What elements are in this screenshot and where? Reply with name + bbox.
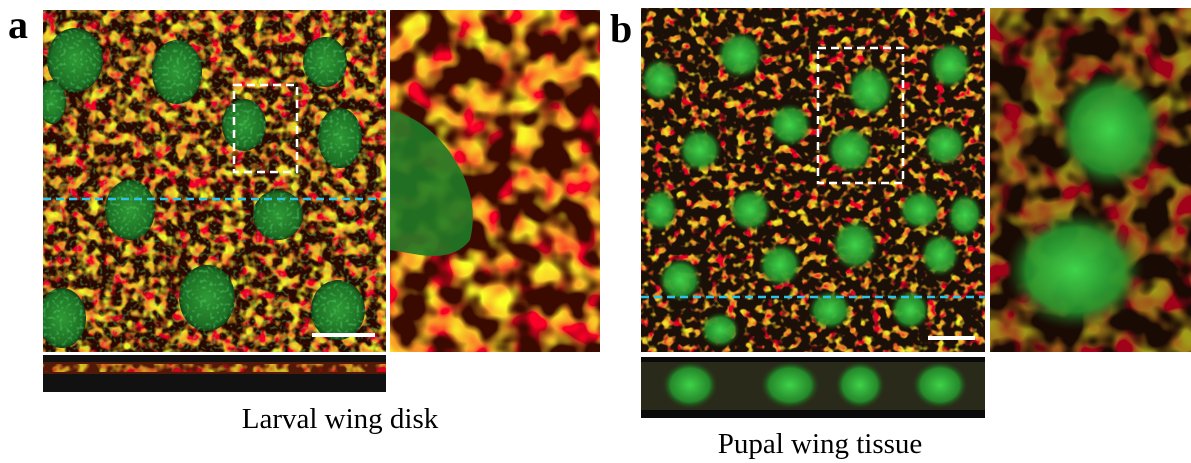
- zoom-image: [390, 10, 600, 352]
- side-view: [641, 357, 985, 418]
- zoom-image: [990, 8, 1191, 352]
- caption: Larval wing disk: [242, 403, 439, 435]
- panel-label: b: [610, 6, 632, 51]
- caption: Pupal wing tissue: [718, 428, 923, 460]
- micrograph: [641, 8, 985, 352]
- panel-label: a: [8, 2, 28, 47]
- side-view: [43, 355, 386, 392]
- micrograph: [43, 10, 386, 352]
- nuclei: [641, 31, 983, 348]
